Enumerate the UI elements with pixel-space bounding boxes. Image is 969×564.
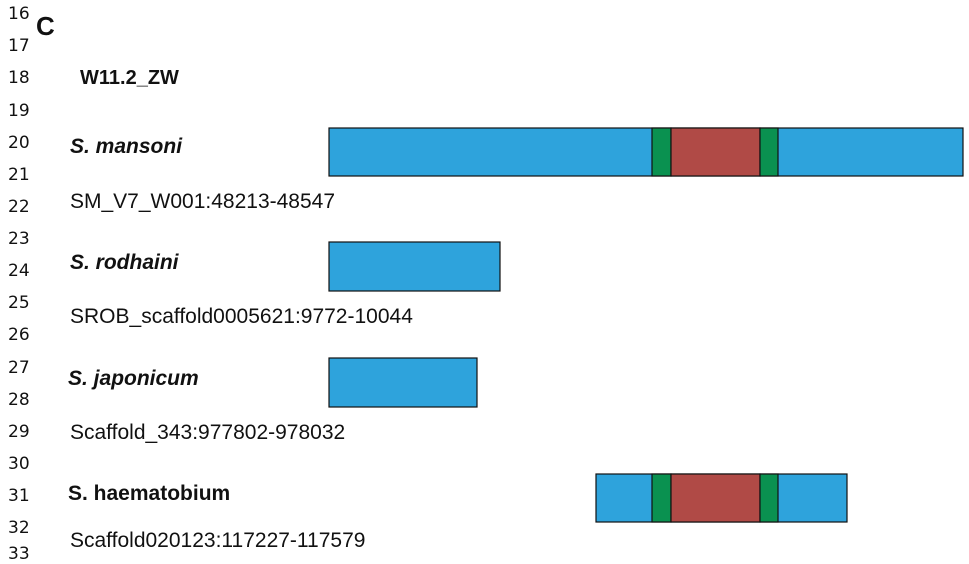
line-number: 23 xyxy=(8,229,30,249)
block-green-left xyxy=(651,127,672,177)
block-green-right xyxy=(759,127,779,177)
blocks-haematobium xyxy=(595,473,848,523)
block-blue xyxy=(328,357,478,408)
blocks-rodhaini xyxy=(328,241,501,292)
coordinates-japonicum: Scaffold_343:977802-978032 xyxy=(70,421,346,444)
line-number: 30 xyxy=(8,454,30,474)
coordinates-haematobium: Scaffold020123:117227-117579 xyxy=(70,529,366,552)
block-blue xyxy=(328,241,501,292)
line-number: 18 xyxy=(8,68,30,88)
line-number: 29 xyxy=(8,422,30,442)
line-number: 31 xyxy=(8,486,30,506)
blocks-japonicum xyxy=(328,357,478,408)
coordinates-mansoni: SM_V7_W001:48213-48547 xyxy=(70,190,336,213)
panel-label: C xyxy=(36,11,55,41)
line-number: 24 xyxy=(8,261,30,281)
line-number: 17 xyxy=(8,36,30,56)
blocks-mansoni xyxy=(328,127,964,177)
line-number: 28 xyxy=(8,390,30,410)
line-number: 20 xyxy=(8,133,30,153)
species-name-japonicum: S. japonicum xyxy=(68,367,199,390)
block-blue xyxy=(328,127,964,177)
species-name-rodhaini: S. rodhaini xyxy=(70,251,179,274)
block-green-right xyxy=(759,473,779,523)
line-number: 32 xyxy=(8,518,30,538)
coordinates-rodhaini: SROB_scaffold0005621:9772-10044 xyxy=(70,305,413,328)
species-name-haematobium: S. haematobium xyxy=(68,482,231,505)
line-number: 21 xyxy=(8,165,30,185)
block-red xyxy=(670,473,761,523)
block-red xyxy=(670,127,761,177)
line-number: 16 xyxy=(8,4,30,24)
species-name-mansoni: S. mansoni xyxy=(70,135,183,158)
line-number: 26 xyxy=(8,325,30,345)
line-number: 19 xyxy=(8,101,30,121)
block-green-left xyxy=(651,473,672,523)
line-number: 25 xyxy=(8,293,30,313)
line-number: 27 xyxy=(8,358,30,378)
figure-title: W11.2_ZW xyxy=(80,67,179,89)
line-number: 22 xyxy=(8,197,30,217)
